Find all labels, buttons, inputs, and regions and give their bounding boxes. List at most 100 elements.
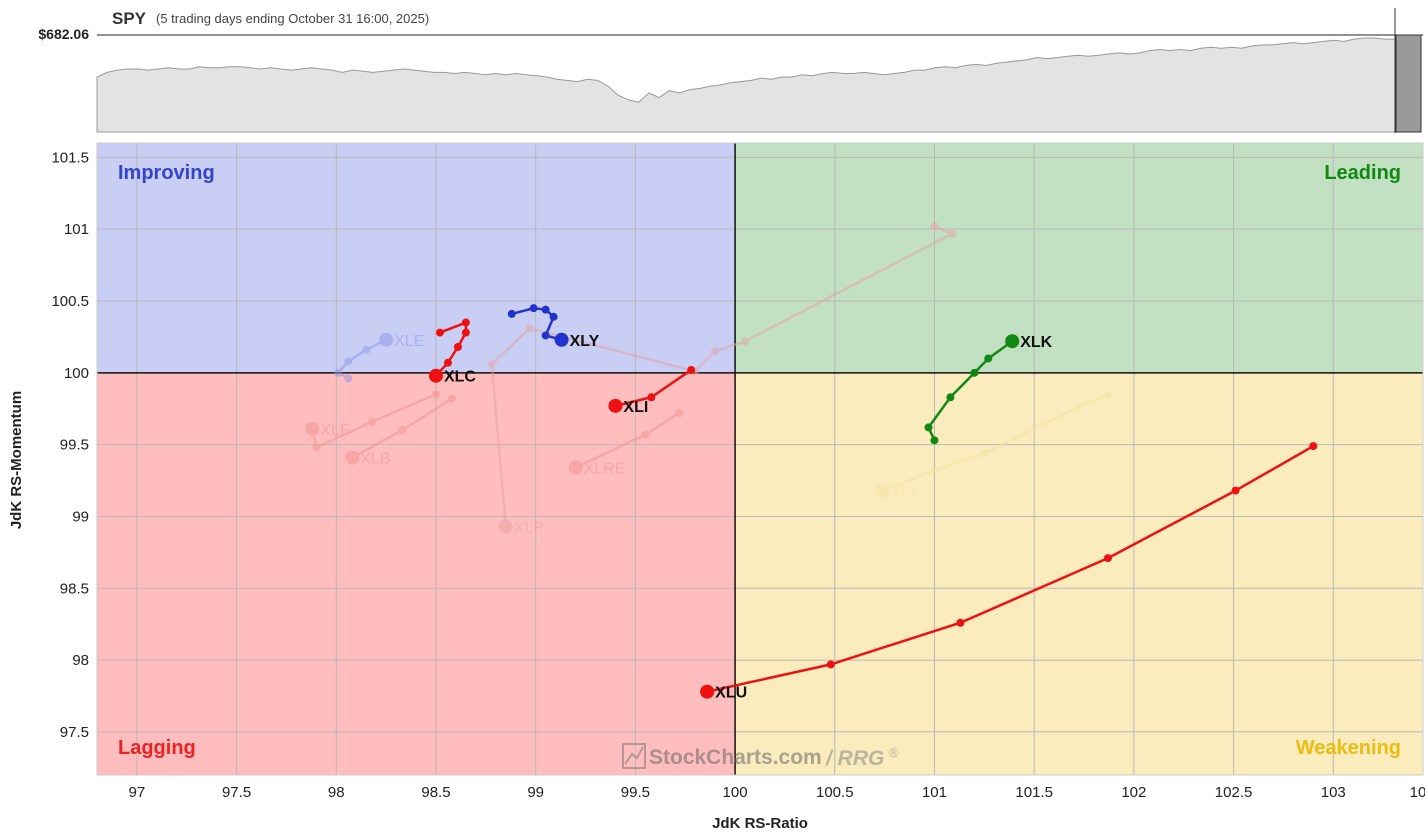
tail-head-point (428, 368, 443, 383)
tail-point (647, 393, 656, 402)
x-tick-label: 102 (1121, 784, 1146, 801)
tail-xlk[interactable]: XLK (924, 334, 1053, 445)
tail-point (447, 394, 456, 403)
y-tick-label: 98.5 (60, 580, 89, 597)
spy-last-price: $682.06 (38, 26, 89, 42)
tail-point (368, 417, 377, 426)
tail-label: XLY (570, 333, 600, 350)
quadrant-label-lagging: Lagging (118, 737, 196, 759)
tail-label: XLU (715, 685, 747, 702)
tail-point (541, 331, 550, 340)
stockcharts-watermark: StockCharts.com / RRG ® (622, 743, 899, 770)
x-tick-label: 98 (328, 784, 345, 801)
quadrant-weakening (735, 372, 1423, 775)
watermark-registered: ® (889, 745, 899, 760)
tail-head-point (875, 483, 890, 498)
tail-point (453, 342, 462, 351)
spy-symbol: SPY (112, 9, 147, 28)
tail-head-point (498, 519, 513, 534)
tail-point (435, 328, 444, 337)
y-tick-label: 100.5 (51, 293, 89, 310)
tail-label: XLRE (584, 461, 626, 478)
tail-point (948, 229, 957, 238)
y-tick-label: 98 (72, 652, 89, 669)
tail-point (1103, 390, 1112, 399)
tail-point (541, 305, 550, 314)
watermark-icon (622, 743, 646, 769)
tail-point (946, 393, 955, 402)
watermark-brand: StockCharts.com (649, 746, 822, 769)
tail-point (687, 365, 696, 374)
x-tick-label: 99.5 (621, 784, 650, 801)
tail-point (398, 426, 407, 435)
tail-point (525, 324, 534, 333)
tail-xle[interactable]: XLE (334, 332, 424, 383)
tail-point (312, 443, 321, 452)
quadrant-improving (97, 143, 736, 373)
tail-head-point (608, 398, 623, 413)
y-tick-label: 99.5 (60, 437, 89, 454)
tail-xlv[interactable]: XLV (875, 390, 1112, 501)
watermark-product: / RRG (825, 747, 884, 770)
tail-xlp[interactable]: XLP (487, 222, 957, 537)
y-tick-label: 101.5 (51, 149, 89, 166)
tail-point (461, 318, 470, 327)
x-tick-label: 100 (723, 784, 748, 801)
plot-frame (96, 142, 1424, 776)
x-tick-label: 102.5 (1215, 784, 1253, 801)
tail-head-point (379, 332, 394, 347)
tail-point (930, 436, 939, 445)
tail-point (344, 374, 353, 383)
tail-point (711, 347, 720, 356)
tail-xlu[interactable]: XLU (700, 442, 1318, 702)
x-tick-label: 103 (1321, 784, 1346, 801)
spy-scroll-handle[interactable] (1395, 34, 1422, 133)
watermark-icon-line (624, 746, 644, 765)
tail-point (549, 312, 558, 321)
x-tick-label: 100.5 (816, 784, 854, 801)
tail-label: XLP (514, 520, 544, 537)
tail-xlf[interactable]: XLF (305, 390, 440, 452)
y-tick-label: 99 (72, 508, 89, 525)
tail-xlb[interactable]: XLB (345, 394, 456, 468)
y-axis-ticks: 101.5 101 100.5 100 99.5 99 98.5 98 97.5 (51, 149, 89, 741)
tail-label: XLV (891, 484, 920, 501)
tail-point (984, 354, 993, 363)
tail-xlc[interactable]: XLC (428, 318, 476, 386)
quadrant-label-weakening: Weakening (1296, 737, 1401, 759)
tail-point (1231, 486, 1240, 495)
tail-label: XLF (320, 422, 350, 439)
tail-line (490, 225, 954, 527)
plot-grid (97, 143, 1423, 775)
tail-point (924, 423, 933, 432)
tail-point (461, 328, 470, 337)
spy-price-panel: SPY (5 trading days ending October 31 16… (38, 7, 1423, 133)
rrg-tails: XLE XLF XLB XLRE XLP XLV XLK XLU XLY XLC XLI (305, 222, 1318, 702)
tail-point (826, 660, 835, 669)
quadrant-lagging (97, 372, 736, 775)
tail-point (641, 430, 650, 439)
tail-head-point (305, 421, 320, 436)
tail-point (362, 345, 371, 354)
tail-xly[interactable]: XLY (507, 304, 600, 350)
tail-point (970, 368, 979, 377)
tail-point (956, 618, 965, 627)
y-tick-label: 97.5 (60, 724, 89, 741)
x-tick-label: 101.5 (1015, 784, 1053, 801)
tail-point (1074, 403, 1083, 412)
tail-point (930, 222, 939, 231)
rrg-plot: Improving Leading Lagging Weakening Stoc… (96, 142, 1424, 776)
tail-label: XLI (623, 399, 648, 416)
y-axis-label: JdK RS-Momentum (8, 391, 25, 529)
tail-xli[interactable]: XLI (608, 365, 696, 416)
x-axis-label: JdK RS-Ratio (712, 815, 808, 832)
tail-label: XLK (1020, 334, 1052, 351)
tail-head-point (1005, 334, 1020, 349)
tail-point (930, 466, 939, 475)
tail-point (741, 337, 750, 346)
tail-xlre[interactable]: XLRE (568, 409, 684, 478)
tail-head-point (700, 684, 715, 699)
tail-head-point (554, 332, 569, 347)
tail-point (431, 390, 440, 399)
